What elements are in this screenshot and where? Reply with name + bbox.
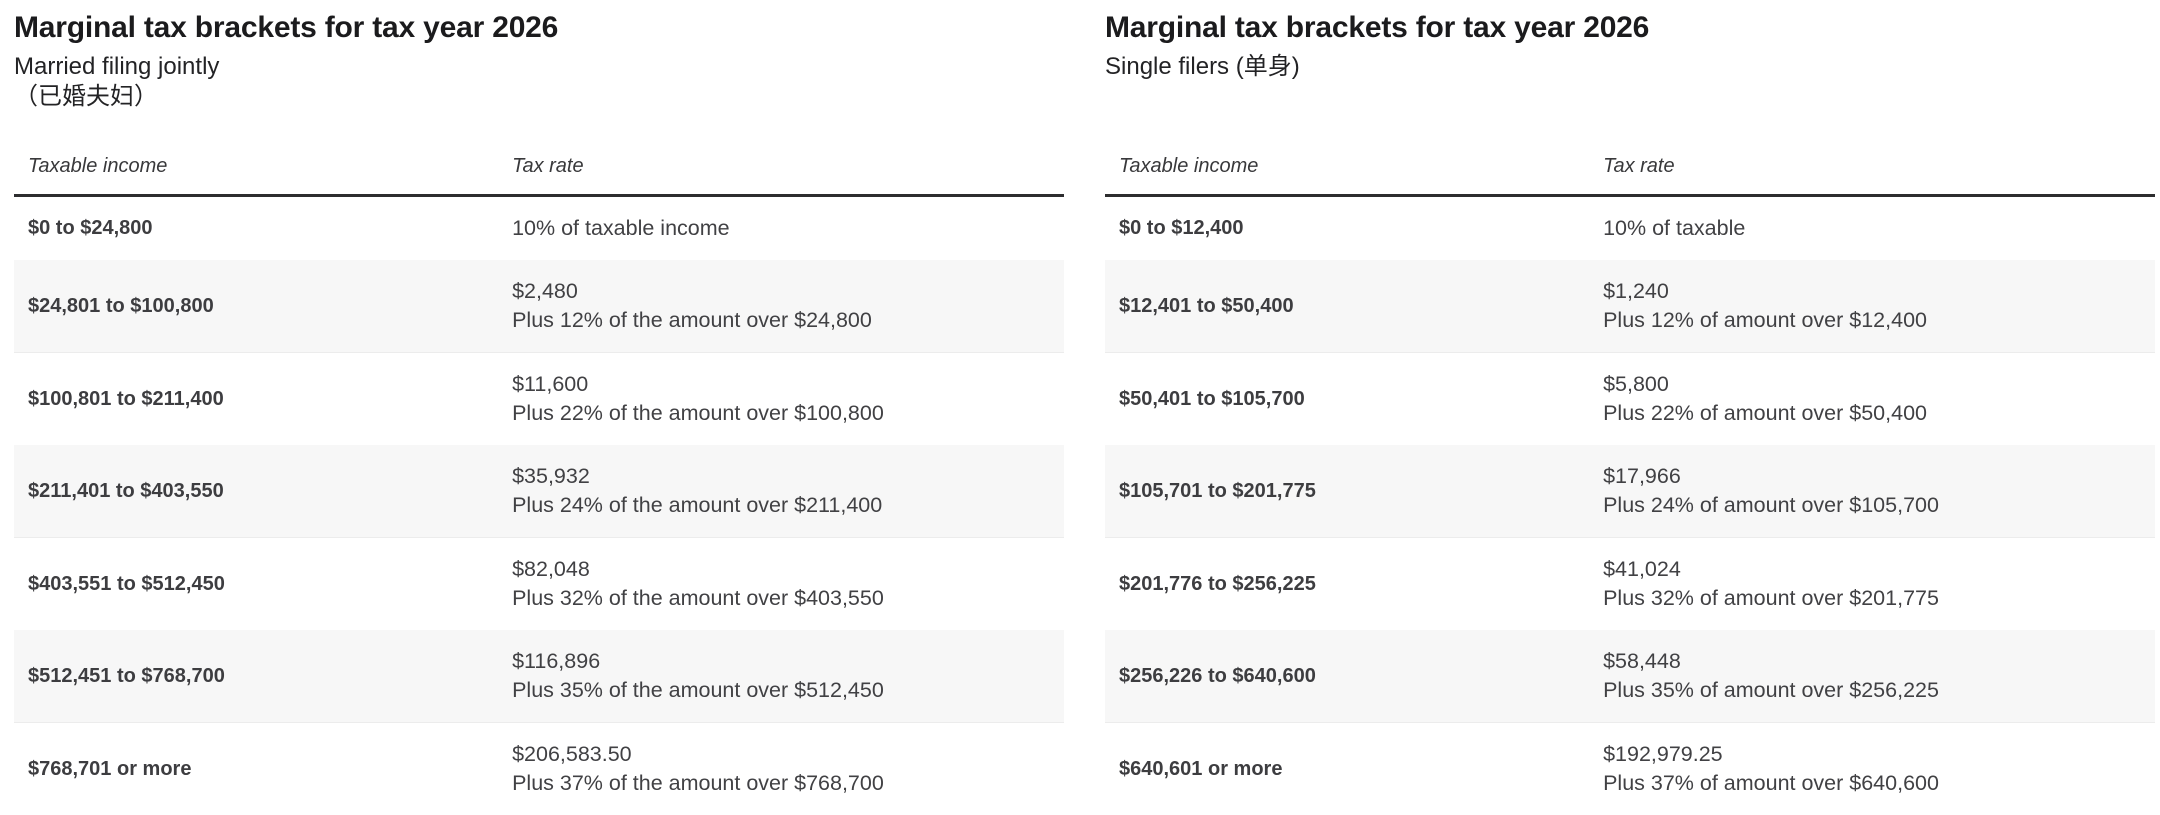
rate-line: Plus 32% of amount over $201,775 — [1603, 586, 1939, 610]
tax-brackets-table: Taxable income Tax rate $0 to $24,800 10%… — [14, 138, 1064, 815]
rate-cell: $1,240 Plus 12% of amount over $12,400 — [1589, 260, 2155, 353]
rate-line: $41,024 — [1603, 557, 1681, 581]
rate-cell: $17,966 Plus 24% of amount over $105,700 — [1589, 445, 2155, 538]
subtitle-line: Married filing jointly — [14, 53, 220, 80]
subtitle-line: Single filers (单身) — [1105, 53, 1300, 80]
column-header-taxable-income: Taxable income — [1105, 138, 1590, 197]
rate-line: Plus 37% of the amount over $768,700 — [512, 771, 884, 795]
table-row: $768,701 or more $206,583.50 Plus 37% of t… — [14, 723, 1064, 815]
table-subtitle: Single filers (单身) — [1105, 52, 2155, 82]
rate-cell: $41,024 Plus 32% of amount over $201,775 — [1589, 538, 2155, 631]
income-cell: $201,776 to $256,225 — [1119, 572, 1316, 595]
rate-line: $17,966 — [1603, 464, 1681, 488]
income-cell: $0 to $24,800 — [28, 217, 153, 239]
rate-line: Plus 12% of amount over $12,400 — [1603, 308, 1927, 332]
rate-line: $192,979.25 — [1603, 742, 1723, 766]
rate-line: $5,800 — [1603, 372, 1669, 396]
table-row: $50,401 to $105,700 $5,800 Plus 22% of amo… — [1105, 353, 2155, 446]
table-row: $105,701 to $201,775 $17,966 Plus 24% of a… — [1105, 445, 2155, 538]
table-masthead: Marginal tax brackets for tax year 2026 … — [1105, 10, 2155, 138]
column-header-tax-rate: Tax rate — [1589, 138, 2155, 197]
tax-brackets-table: Taxable income Tax rate $0 to $12,400 10%… — [1105, 138, 2155, 815]
rate-cell: $82,048 Plus 32% of the amount over $403,… — [498, 538, 1064, 631]
rate-line: $116,896 — [512, 649, 601, 673]
income-cell: $256,226 to $640,600 — [1105, 630, 1590, 723]
rate-cell: $116,896 Plus 35% of the amount over $512… — [498, 630, 1064, 723]
table-row: $201,776 to $256,225 $41,024 Plus 32% of a… — [1105, 538, 2155, 631]
table-body: $0 to $12,400 10% of taxable $12,401 to $5… — [1105, 196, 2155, 815]
table-row: $12,401 to $50,400 $1,240 Plus 12% of amou… — [1105, 260, 2155, 353]
rate-line: Plus 35% of amount over $256,225 — [1603, 678, 1939, 702]
rate-line: $35,932 — [512, 464, 590, 488]
column-header-taxable-income: Taxable income — [14, 138, 499, 197]
income-cell: $50,401 to $105,700 — [1119, 387, 1305, 410]
rate-cell: $5,800 Plus 22% of amount over $50,400 — [1589, 353, 2155, 446]
rate-line: Plus 35% of the amount over $512,450 — [512, 678, 884, 702]
table-masthead: Marginal tax brackets for tax year 2026 … — [14, 10, 1064, 138]
table-married-filing-jointly: Marginal tax brackets for tax year 2026 … — [14, 10, 1064, 815]
income-cell: $100,801 to $211,400 — [28, 387, 224, 410]
table-body: $0 to $24,800 10% of taxable income $24,80… — [14, 196, 1064, 815]
table-row: $0 to $12,400 10% of taxable — [1105, 196, 2155, 261]
rate-line: Plus 24% of amount over $105,700 — [1603, 493, 1939, 517]
rate-cell: $192,979.25 Plus 37% of amount over $640,… — [1589, 723, 2155, 815]
rate-cell: $35,932 Plus 24% of the amount over $211,… — [498, 445, 1064, 538]
income-cell: $403,551 to $512,450 — [28, 572, 225, 595]
table-row: $24,801 to $100,800 $2,480 Plus 12% of the… — [14, 260, 1064, 353]
rate-line: $2,480 — [512, 279, 578, 303]
rate-line: Plus 12% of the amount over $24,800 — [512, 308, 872, 332]
rate-line: 10% of taxable income — [512, 216, 730, 240]
rate-line: 10% of taxable — [1603, 216, 1746, 240]
table-row: $512,451 to $768,700 $116,896 Plus 35% of … — [14, 630, 1064, 723]
income-cell: $24,801 to $100,800 — [14, 260, 499, 353]
column-header-tax-rate: Tax rate — [498, 138, 1064, 197]
income-cell: $0 to $12,400 — [1119, 217, 1244, 239]
rate-cell: $2,480 Plus 12% of the amount over $24,80… — [498, 260, 1064, 353]
table-single-filers: Marginal tax brackets for tax year 2026 … — [1105, 10, 2155, 815]
rate-line: Plus 37% of amount over $640,600 — [1603, 771, 1939, 795]
table-title: Marginal tax brackets for tax year 2026 — [14, 11, 559, 44]
rate-cell: $58,448 Plus 35% of amount over $256,225 — [1589, 630, 2155, 723]
rate-line: $82,048 — [512, 557, 590, 581]
table-row: $211,401 to $403,550 $35,932 Plus 24% of t… — [14, 445, 1064, 538]
table-header: Taxable income Tax rate — [1105, 138, 2155, 197]
rate-cell: 10% of taxable income — [498, 196, 1064, 261]
rate-line: $1,240 — [1603, 279, 1669, 303]
rate-line: $206,583.50 — [512, 742, 632, 766]
header-row: Taxable income Tax rate — [1105, 138, 2155, 197]
header-row: Taxable income Tax rate — [14, 138, 1064, 197]
income-cell: $512,451 to $768,700 — [14, 630, 499, 723]
table-header: Taxable income Tax rate — [14, 138, 1064, 197]
table-title: Marginal tax brackets for tax year 2026 — [1105, 11, 1650, 44]
table-row: $0 to $24,800 10% of taxable income — [14, 196, 1064, 261]
table-subtitle: Married filing jointly （已婚夫妇） — [14, 52, 1064, 112]
table-row: $640,601 or more $192,979.25 Plus 37% of a… — [1105, 723, 2155, 815]
table-row: $256,226 to $640,600 $58,448 Plus 35% of a… — [1105, 630, 2155, 723]
subtitle-line: （已婚夫妇） — [14, 83, 158, 110]
rate-line: Plus 32% of the amount over $403,550 — [512, 586, 884, 610]
rate-cell: $11,600 Plus 22% of the amount over $100,… — [498, 353, 1064, 446]
income-cell: $105,701 to $201,775 — [1105, 445, 1590, 538]
income-cell: $12,401 to $50,400 — [1105, 260, 1590, 353]
rate-line: Plus 22% of amount over $50,400 — [1603, 401, 1927, 425]
income-cell: $768,701 or more — [28, 757, 192, 780]
rate-line: Plus 24% of the amount over $211,400 — [512, 493, 883, 517]
rate-cell: 10% of taxable — [1589, 196, 2155, 261]
rate-line: $11,600 — [512, 372, 589, 396]
income-cell: $211,401 to $403,550 — [14, 445, 499, 538]
table-row: $100,801 to $211,400 $11,600 Plus 22% of t… — [14, 353, 1064, 446]
rate-line: Plus 22% of the amount over $100,800 — [512, 401, 884, 425]
rate-cell: $206,583.50 Plus 37% of the amount over $… — [498, 723, 1064, 815]
table-row: $403,551 to $512,450 $82,048 Plus 32% of t… — [14, 538, 1064, 631]
rate-line: $58,448 — [1603, 649, 1681, 673]
income-cell: $640,601 or more — [1119, 757, 1283, 780]
